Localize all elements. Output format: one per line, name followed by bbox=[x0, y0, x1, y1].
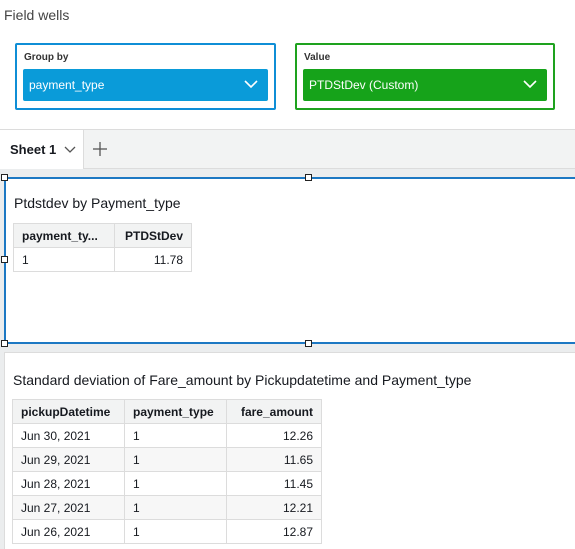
chevron-down-icon[interactable] bbox=[64, 146, 76, 154]
table-cell: Jun 30, 2021 bbox=[12, 423, 125, 448]
group-by-label: Group by bbox=[24, 52, 69, 63]
visual-title: Ptdstdev by Payment_type bbox=[14, 195, 181, 211]
value-label: Value bbox=[304, 52, 331, 63]
table-cell: 11.65 bbox=[226, 447, 322, 472]
chevron-down-icon[interactable] bbox=[523, 79, 537, 89]
visual-ptdstdev-table[interactable]: Ptdstdev by Payment_type payment_ty... P… bbox=[4, 177, 575, 344]
value-well[interactable]: Value PTDStDev (Custom) bbox=[295, 43, 555, 110]
table-cell: 1 bbox=[124, 471, 227, 496]
table-row: Jun 27, 2021 1 12.21 bbox=[12, 495, 322, 520]
visual-fare-stddev-table[interactable]: Standard deviation of Fare_amount by Pic… bbox=[4, 352, 575, 549]
table-row: 1 11.78 bbox=[13, 247, 192, 272]
table-cell: 1 bbox=[124, 423, 227, 448]
column-header[interactable]: fare_amount bbox=[226, 399, 322, 424]
table-row: Jun 26, 2021 1 12.87 bbox=[12, 519, 322, 544]
table-cell: 12.87 bbox=[226, 519, 322, 544]
resize-handle[interactable] bbox=[305, 340, 312, 347]
sheet-tab-bar: Sheet 1 bbox=[0, 129, 575, 169]
resize-handle[interactable] bbox=[1, 256, 8, 263]
table-cell: Jun 29, 2021 bbox=[12, 447, 125, 472]
group-by-field-name: payment_type bbox=[29, 78, 105, 92]
data-table: payment_ty... PTDStDev 1 11.78 bbox=[13, 223, 192, 272]
resize-handle[interactable] bbox=[1, 340, 8, 347]
table-cell: 12.26 bbox=[226, 423, 322, 448]
value-field-name: PTDStDev (Custom) bbox=[309, 78, 419, 92]
column-header[interactable]: pickupDatetime bbox=[12, 399, 125, 424]
table-row: Jun 28, 2021 1 11.45 bbox=[12, 471, 322, 496]
column-header[interactable]: payment_ty... bbox=[13, 223, 115, 248]
table-cell: 1 bbox=[124, 495, 227, 520]
table-cell: 1 bbox=[124, 519, 227, 544]
table-cell: Jun 27, 2021 bbox=[12, 495, 125, 520]
table-cell: 12.21 bbox=[226, 495, 322, 520]
table-cell: 11.78 bbox=[114, 247, 192, 272]
resize-handle[interactable] bbox=[1, 174, 8, 181]
table-row: Jun 30, 2021 1 12.26 bbox=[12, 423, 322, 448]
table-cell: 1 bbox=[13, 247, 115, 272]
table-cell: 1 bbox=[124, 447, 227, 472]
tab-sheet-1[interactable]: Sheet 1 bbox=[0, 130, 84, 169]
visual-title: Standard deviation of Fare_amount by Pic… bbox=[13, 372, 472, 388]
resize-handle[interactable] bbox=[305, 174, 312, 181]
field-wells-title: Field wells bbox=[4, 7, 70, 23]
table-cell: Jun 28, 2021 bbox=[12, 471, 125, 496]
group-by-field-dropdown[interactable]: payment_type bbox=[23, 69, 268, 101]
group-by-well[interactable]: Group by payment_type bbox=[15, 43, 276, 110]
data-table: pickupDatetime payment_type fare_amount … bbox=[12, 399, 322, 544]
tab-label: Sheet 1 bbox=[10, 142, 57, 157]
field-wells-panel: Field wells Group by payment_type Value … bbox=[0, 0, 575, 129]
value-field-dropdown[interactable]: PTDStDev (Custom) bbox=[303, 69, 547, 101]
table-row: Jun 29, 2021 1 11.65 bbox=[12, 447, 322, 472]
add-sheet-plus-icon[interactable] bbox=[92, 141, 108, 157]
table-header-row: payment_ty... PTDStDev bbox=[13, 223, 192, 248]
column-header[interactable]: PTDStDev bbox=[114, 223, 192, 248]
table-header-row: pickupDatetime payment_type fare_amount bbox=[12, 399, 322, 424]
table-cell: 11.45 bbox=[226, 471, 322, 496]
column-header[interactable]: payment_type bbox=[124, 399, 227, 424]
chevron-down-icon[interactable] bbox=[244, 79, 258, 89]
table-cell: Jun 26, 2021 bbox=[12, 519, 125, 544]
